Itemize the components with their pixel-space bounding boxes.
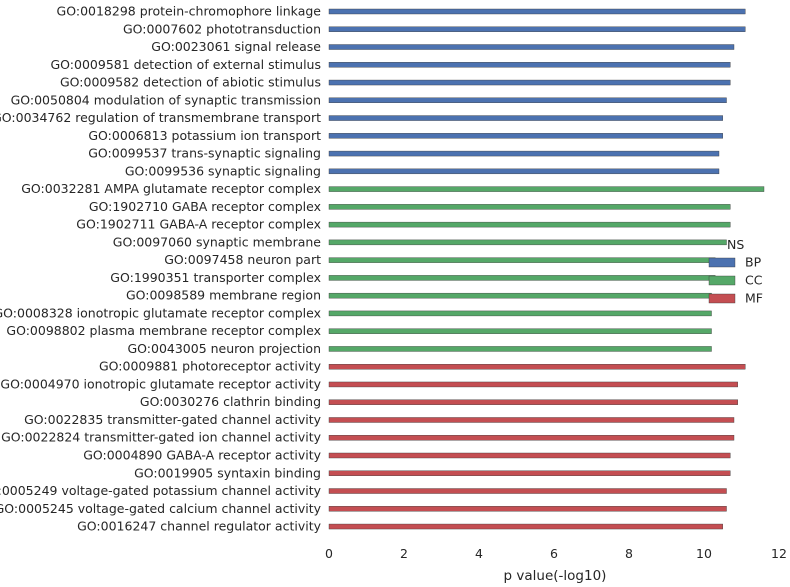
- category-label: GO:0098802 plasma membrane receptor comp…: [6, 323, 321, 338]
- category-label: GO:0019905 syntaxin binding: [134, 465, 321, 480]
- legend-label: MF: [745, 291, 763, 306]
- bar: [328, 26, 746, 32]
- bar: [328, 346, 712, 352]
- x-tick-label: 2: [400, 546, 408, 561]
- bar: [328, 488, 727, 494]
- bar: [328, 257, 716, 263]
- category-label: GO:0022824 transmitter-gated ion channel…: [1, 430, 322, 445]
- category-label: GO:0005245 voltage-gated calcium channel…: [0, 501, 322, 516]
- legend-label: BP: [745, 255, 762, 270]
- category-label: GO:0043005 neuron projection: [127, 341, 321, 356]
- bar: [328, 221, 731, 228]
- bar: [328, 381, 738, 388]
- category-label: GO:0030276 clathrin binding: [140, 394, 321, 409]
- bar: [328, 97, 727, 104]
- bar: [328, 523, 723, 530]
- bar: [328, 470, 731, 476]
- category-label: GO:0023061 signal release: [151, 39, 321, 54]
- category-label: GO:0034762 regulation of transmembrane t…: [0, 110, 321, 125]
- bar: [328, 364, 746, 370]
- legend-swatch: [708, 257, 736, 268]
- bar: [328, 239, 727, 246]
- x-tick-label: 0: [325, 546, 333, 561]
- bar: [328, 44, 735, 50]
- category-label: GO:0007602 phototransduction: [123, 21, 321, 36]
- legend-swatch: [708, 293, 736, 304]
- category-label: GO:0032281 AMPA glutamate receptor compl…: [21, 181, 321, 196]
- category-label: GO:1990351 transporter complex: [110, 270, 321, 285]
- bar: [328, 150, 720, 157]
- category-label: GO:0099536 synaptic signaling: [125, 163, 321, 178]
- category-label: GO:0022835 transmitter-gated channel act…: [24, 412, 321, 427]
- category-label: GO:0097060 synaptic membrane: [113, 234, 322, 249]
- category-label: GO:0009581 detection of external stimulu…: [51, 57, 322, 72]
- bar: [328, 435, 735, 441]
- bar: [328, 310, 712, 317]
- category-labels: GO:0018298 protein-chromophore linkage GO…: [0, 4, 322, 534]
- x-tick-label: 4: [475, 546, 483, 561]
- category-label: GO:0097458 neuron part: [164, 252, 321, 267]
- bar: [328, 168, 720, 175]
- bar: [328, 275, 716, 281]
- bar: [328, 452, 731, 459]
- bar: [328, 292, 712, 299]
- category-label: GO:0098589 membrane region: [126, 288, 321, 303]
- legend-swatch: [708, 275, 736, 286]
- legend-label: CC: [745, 273, 763, 288]
- x-tick-label: 8: [625, 546, 633, 561]
- x-tick-label: 12: [771, 546, 787, 561]
- category-label: GO:0004970 ionotropic glutamate receptor…: [0, 376, 321, 391]
- x-tick-label: 6: [550, 546, 558, 561]
- category-label: GO:0016247 channel regulator activity: [77, 519, 321, 534]
- category-label: GO:0050804 modulation of synaptic transm…: [11, 92, 321, 107]
- category-label: GO:0009582 detection of abiotic stimulus: [60, 75, 321, 90]
- bar: [328, 417, 735, 423]
- bar: [328, 186, 765, 192]
- category-label: GO:0005249 voltage-gated potassium chann…: [0, 483, 322, 498]
- category-label: GO:0009881 photoreceptor activity: [99, 359, 322, 374]
- bar: [328, 506, 727, 512]
- bars: [328, 8, 765, 530]
- legend-title: NS: [727, 237, 744, 252]
- legend: NS BP CC MF: [708, 237, 763, 306]
- bar: [328, 62, 731, 68]
- category-label: GO:0099537 trans-synaptic signaling: [88, 146, 321, 161]
- bar: [328, 8, 746, 15]
- category-label: GO:1902711 GABA-A receptor complex: [76, 217, 321, 232]
- bar: [328, 328, 712, 334]
- bar: [328, 399, 738, 405]
- bar: [328, 133, 723, 139]
- x-axis-ticks: 0 2 4 6 8 10 12: [325, 546, 787, 561]
- x-axis-label: p value(-log10): [504, 568, 607, 584]
- bar: [328, 115, 723, 121]
- bar: [328, 79, 731, 86]
- category-label: GO:0018298 protein-chromophore linkage: [57, 4, 322, 19]
- x-tick-label: 10: [696, 546, 712, 561]
- category-label: GO:0006813 potassium ion transport: [88, 128, 321, 143]
- category-label: GO:0008328 ionotropic glutamate receptor…: [0, 305, 321, 320]
- category-label: GO:1902710 GABA receptor complex: [89, 199, 321, 214]
- bar: [328, 204, 731, 210]
- category-label: GO:0004890 GABA-A receptor activity: [83, 448, 321, 463]
